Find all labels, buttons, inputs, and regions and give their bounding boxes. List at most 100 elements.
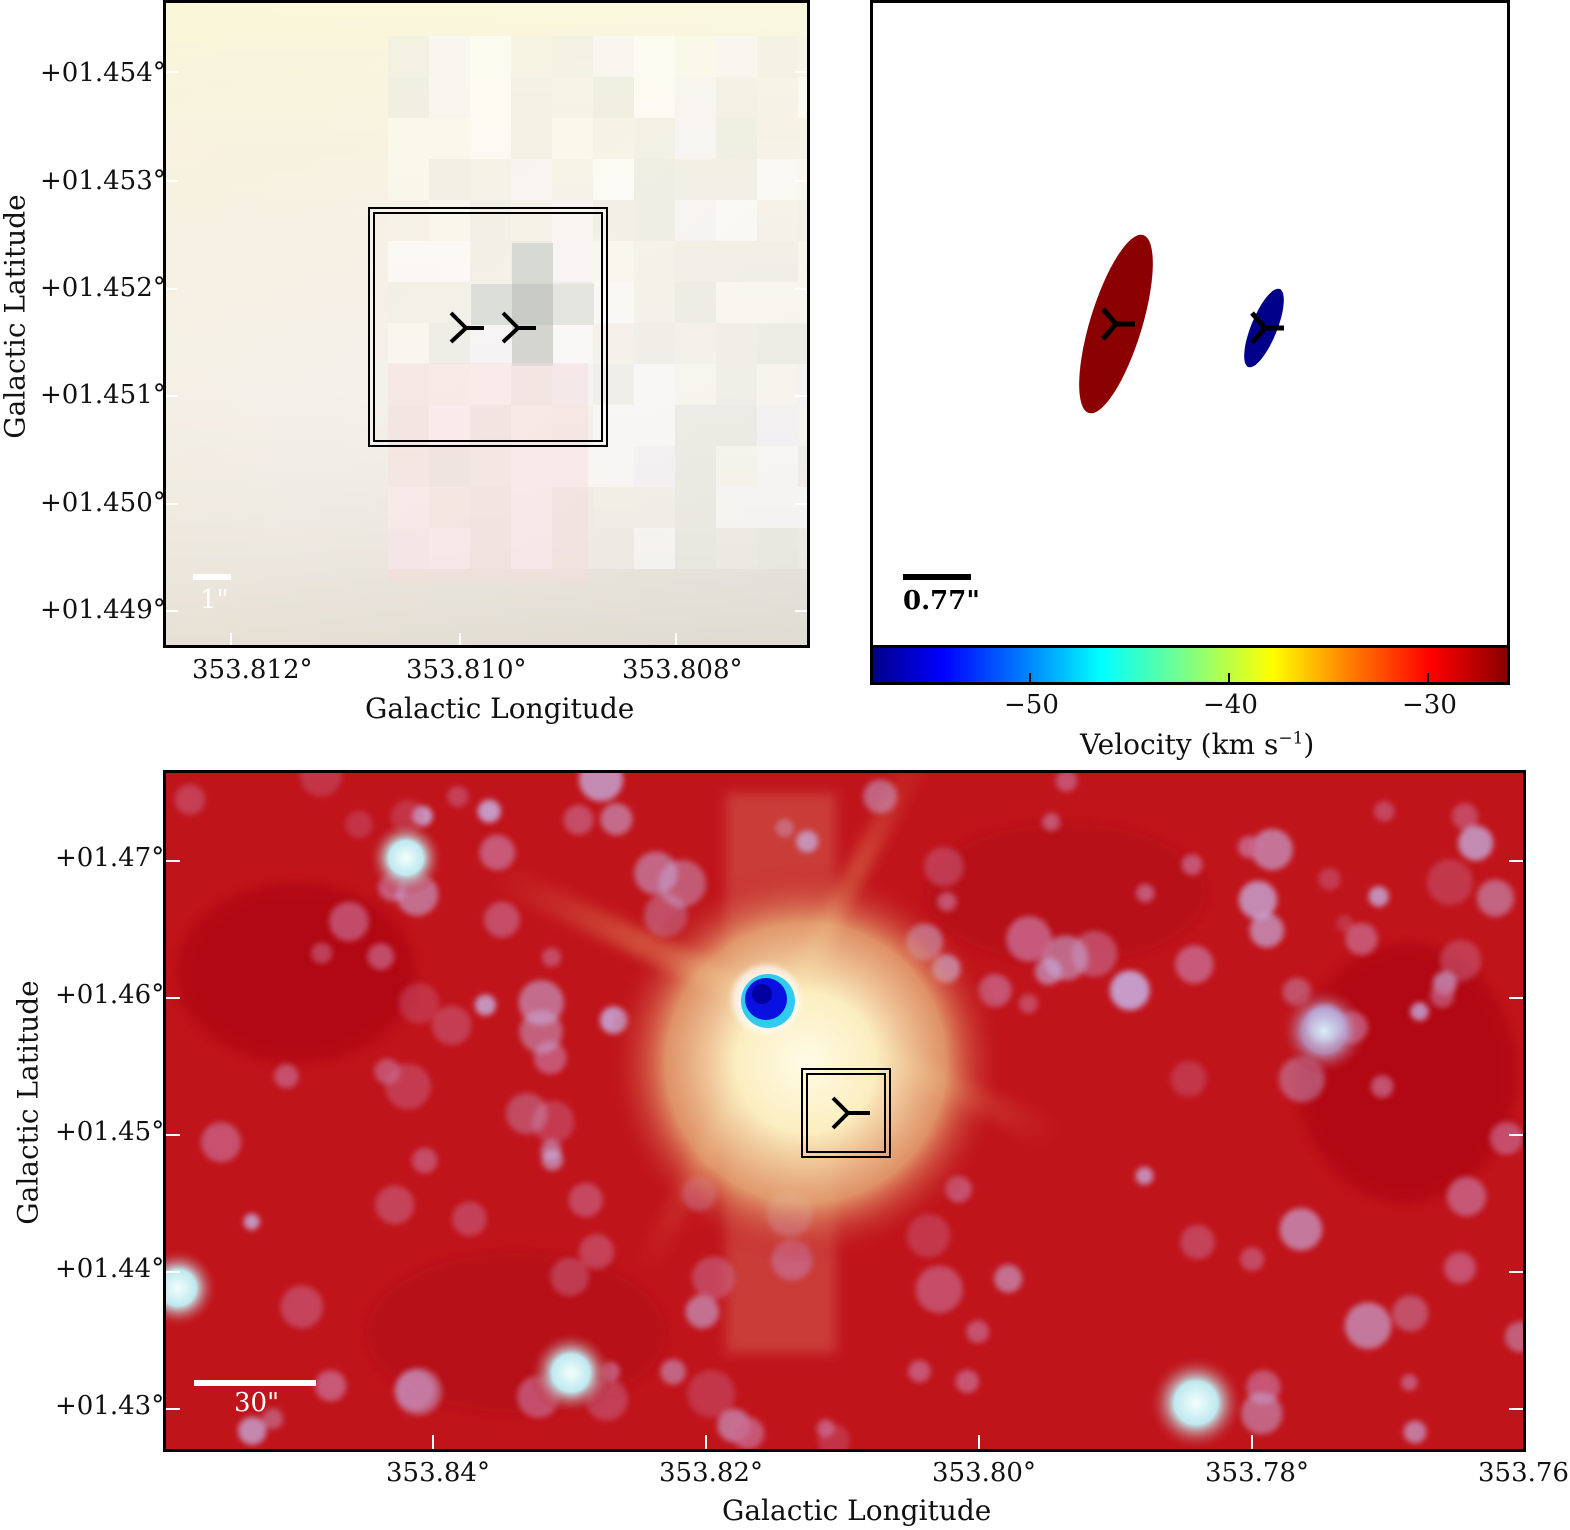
panel-a-pixel — [388, 364, 429, 405]
panel-a-pixel — [757, 159, 798, 200]
panel-a-pixel — [757, 77, 798, 118]
panel-a-pixel — [675, 77, 716, 118]
panel-c-xtick-4: 353.78° — [1205, 1458, 1309, 1488]
panel-a-pixel — [429, 282, 470, 323]
panel-a-pixel — [388, 487, 429, 528]
panel-a-pixel — [429, 364, 470, 405]
panel-a-pixel — [552, 36, 593, 77]
panel-c-field-star — [519, 1010, 563, 1054]
panel-a-pixel — [388, 36, 429, 77]
panel-c-field-star — [238, 1416, 267, 1445]
panel-c-field-star — [660, 1359, 686, 1385]
panel-c-field-star — [1181, 854, 1203, 876]
panel-a-pixel — [675, 282, 716, 323]
panel-c-field-star — [506, 1092, 548, 1135]
panel-a-pixel — [553, 284, 594, 325]
panel-a-pixel — [716, 405, 757, 446]
panel-b-colorbar-ticks — [1029, 673, 1429, 682]
panel-a-pixel — [552, 446, 593, 487]
panel-c-field-star — [243, 1213, 260, 1230]
panel-a-pixel — [470, 36, 511, 77]
panel-a-pixel — [634, 200, 675, 241]
panel-a-pixel — [675, 118, 716, 159]
panel-c-ytick-1: +01.47° — [55, 843, 165, 873]
panel-a-pixel — [552, 364, 593, 405]
panel-c-field-star — [1344, 1302, 1392, 1349]
panel-a-pixel — [675, 446, 716, 487]
panel-a-map — [166, 3, 807, 645]
panel-a-zoom-box-outer — [368, 207, 608, 447]
panel-a-pixel — [429, 159, 470, 200]
panel-c-xtick-5: 353.76° — [1478, 1458, 1570, 1488]
panel-a-pixel — [757, 282, 798, 323]
panel-a-pixel — [470, 405, 511, 446]
panel-a-pixel — [470, 118, 511, 159]
panel-c-ylabel: Galactic Latitude — [11, 980, 45, 1225]
panel-c-field-star — [201, 1122, 242, 1163]
panel-c-field-star — [1136, 883, 1155, 903]
panel-a-pixel — [716, 241, 757, 282]
panel-c-field-star — [1403, 1420, 1427, 1444]
panel-c-field-star — [687, 1369, 736, 1418]
panel-a-zoom-box-inner — [373, 212, 603, 442]
panel-c-field-star — [685, 1294, 720, 1329]
panel-c-field-star — [600, 803, 633, 836]
panel-a-pixel — [593, 200, 634, 241]
panel-c-field-star — [775, 818, 794, 838]
panel-a-pixel — [388, 118, 429, 159]
panel-a-scalebar — [193, 574, 231, 580]
panel-a-pixel — [511, 364, 552, 405]
panel-a-pixel — [470, 159, 511, 200]
panel-b-canvas — [903, 234, 1284, 580]
panel-a-pixel — [511, 528, 552, 569]
panel-c-field-star — [345, 810, 373, 839]
panel-c-field-star — [1135, 1167, 1154, 1185]
panel-a-pixel — [593, 241, 634, 282]
panel-a-pixel — [470, 77, 511, 118]
panel-a-pixel — [716, 159, 757, 200]
panel-c-ytick-5: +01.43° — [55, 1391, 165, 1421]
panel-b-colorbar-label-close: ) — [1303, 728, 1315, 761]
panel-a-pixel — [634, 446, 675, 487]
panel-a-pixel — [757, 487, 798, 528]
panel-c-field-star — [1240, 1247, 1265, 1272]
panel-a-pixel — [757, 200, 798, 241]
panel-a-pixel — [798, 159, 807, 200]
panel-c-ytick-3: +01.45° — [55, 1117, 165, 1147]
panel-a-pixel — [511, 118, 552, 159]
panel-c-field-star — [262, 1408, 284, 1430]
panel-c-field-star — [994, 1264, 1023, 1293]
panel-c-field-star — [1109, 970, 1150, 1011]
panel-a-pixel — [471, 284, 512, 325]
panel-c-field-star — [955, 1369, 979, 1394]
panel-a-pixel — [675, 241, 716, 282]
panel-a-pixel — [552, 200, 593, 241]
panel-c-field-star — [477, 799, 501, 823]
panel-a-xlabel: Galactic Longitude — [365, 692, 635, 725]
panel-a-pixel — [470, 528, 511, 569]
panel-a-pixel — [593, 487, 634, 528]
panel-a-pixel — [634, 282, 675, 323]
panel-a-pixel — [388, 241, 429, 282]
panel-a-ytick-3: +01.452° — [40, 273, 166, 303]
panel-b-scalebar — [903, 574, 971, 580]
panel-c-field-star — [315, 1370, 347, 1402]
panel-a-pixel — [552, 528, 593, 569]
panel-a-pixel — [552, 77, 593, 118]
panel-a-pixel-grid — [388, 36, 807, 583]
panel-c-field-star — [398, 983, 440, 1024]
panel-a-ytick-4: +01.451° — [40, 380, 166, 410]
panel-a-pixel — [388, 405, 429, 446]
panel-c-field-star — [1451, 803, 1478, 830]
panel-a-pixel — [388, 159, 429, 200]
panel-a-pixel — [798, 118, 807, 159]
panel-c-xlabel: Galactic Longitude — [722, 1494, 992, 1527]
panel-c-field-star — [367, 943, 395, 970]
panel-c-field-star — [375, 1185, 415, 1225]
panel-c-field-star — [1446, 1176, 1487, 1217]
panel-c-field-star — [863, 779, 898, 814]
panel-c-field-star — [924, 846, 964, 887]
panel-a-pixel — [593, 282, 634, 323]
panel-c-field-star — [1018, 994, 1038, 1014]
panel-c-field-star — [634, 851, 678, 895]
